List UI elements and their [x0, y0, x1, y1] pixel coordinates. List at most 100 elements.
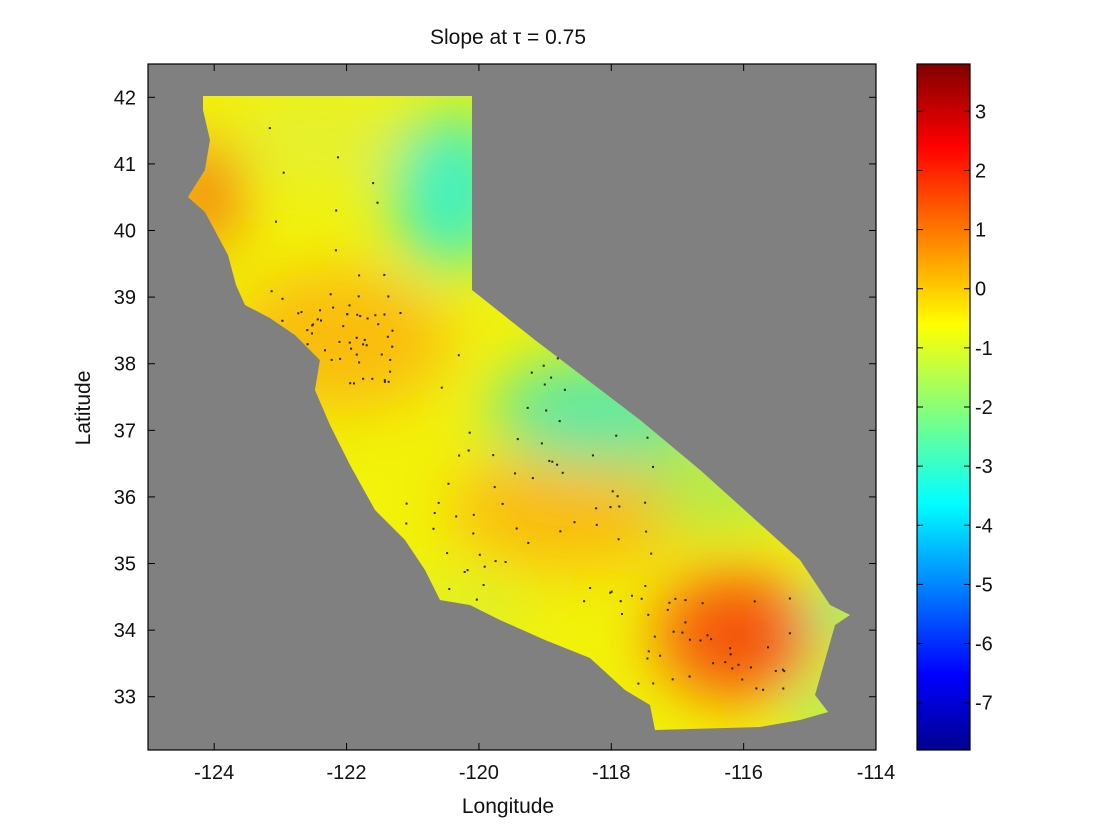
colorbar-tick-label: -3	[975, 456, 993, 478]
station-dot	[376, 201, 379, 204]
station-dot	[492, 454, 495, 457]
station-dot	[631, 594, 633, 597]
station-dot	[701, 602, 704, 605]
station-dot	[362, 377, 365, 380]
station-dot	[311, 332, 313, 335]
y-tick-label: 38	[114, 354, 136, 376]
station-dot	[457, 354, 460, 357]
station-dot	[609, 591, 612, 594]
station-dot	[652, 465, 654, 468]
station-dot	[774, 670, 777, 672]
station-dot	[483, 565, 486, 568]
station-dot	[767, 646, 769, 649]
station-dot	[783, 670, 786, 673]
station-dot	[342, 325, 345, 328]
station-dot	[666, 608, 669, 611]
station-dot	[387, 295, 390, 298]
station-dot	[615, 434, 618, 437]
station-dot	[448, 588, 451, 590]
station-dot	[356, 313, 359, 316]
x-tick-label: -124	[194, 762, 234, 784]
station-dot	[788, 632, 791, 635]
station-dot	[306, 329, 309, 332]
x-tick-label: -120	[459, 762, 499, 784]
station-dot	[346, 313, 349, 316]
station-dot	[782, 687, 785, 690]
station-dot	[644, 501, 647, 504]
station-dot	[281, 319, 284, 322]
colorbar-tick-label: -4	[975, 515, 993, 537]
station-dot	[268, 127, 271, 130]
station-dot	[681, 631, 684, 634]
colorbar-ticks: 3 2 1 0 -1 -2 -3 -4 -5 -6 -7	[917, 101, 993, 715]
station-dot	[609, 506, 612, 509]
station-dot	[363, 338, 366, 341]
station-dot	[729, 653, 732, 656]
colorbar-tick-label: -7	[975, 693, 993, 715]
station-dot	[514, 472, 516, 475]
station-dot	[355, 336, 358, 339]
station-dot	[551, 460, 554, 463]
colorbar-tick-label: 0	[975, 279, 986, 301]
station-dot	[617, 538, 620, 541]
station-dot	[405, 502, 408, 505]
station-dot	[466, 569, 469, 572]
station-dot	[349, 382, 352, 385]
station-dot	[324, 349, 326, 352]
station-dot	[646, 436, 649, 439]
station-dot	[391, 329, 394, 332]
station-dot	[334, 249, 337, 252]
station-dot	[358, 274, 361, 277]
station-dot	[353, 382, 355, 385]
station-dot	[455, 515, 458, 518]
y-tick-label: 34	[114, 620, 136, 642]
station-dot	[389, 370, 392, 373]
y-tick-label: 42	[114, 87, 136, 109]
station-dot	[348, 304, 351, 307]
station-dot	[550, 376, 553, 379]
colorbar-tick-label: -5	[975, 574, 993, 596]
station-dot	[494, 560, 497, 563]
station-dot	[531, 477, 534, 480]
station-dot	[467, 449, 470, 452]
station-dot	[447, 482, 450, 485]
station-dot	[548, 459, 551, 462]
station-dot	[684, 621, 687, 624]
station-dot	[358, 361, 361, 364]
station-dot	[366, 317, 369, 320]
station-dot	[365, 344, 368, 347]
station-dot	[737, 663, 740, 666]
station-dot	[563, 388, 566, 391]
station-dot	[619, 600, 622, 603]
station-dot	[433, 512, 436, 514]
x-tick-label: -118	[592, 762, 631, 784]
station-dot	[472, 513, 475, 516]
station-dot	[616, 495, 619, 498]
station-dot	[731, 667, 734, 670]
station-dot	[338, 340, 341, 343]
y-tick-label: 41	[114, 154, 136, 176]
station-dot	[383, 313, 386, 316]
station-dot	[556, 357, 559, 360]
station-dot	[712, 662, 715, 665]
station-dot	[458, 454, 461, 457]
station-dot	[647, 613, 650, 616]
station-dot	[515, 527, 518, 530]
y-tick-label: 36	[114, 487, 136, 509]
station-dot	[559, 530, 562, 533]
y-tick-label: 40	[114, 221, 136, 243]
station-dot	[561, 471, 564, 474]
station-dot	[558, 420, 561, 423]
station-dot	[646, 657, 649, 660]
map-axes: -124 -122 -120 -118 -116 -114 42 41 40 39 38 37 36 3…	[114, 63, 895, 784]
station-dot	[357, 295, 360, 298]
y-tick-label: 37	[114, 420, 136, 442]
station-dot	[540, 442, 543, 445]
station-dot	[337, 156, 339, 159]
station-dot	[556, 463, 559, 466]
station-dot	[684, 599, 687, 602]
station-dot	[387, 380, 390, 383]
plot-title: Slope at τ = 0.75	[430, 26, 586, 49]
station-dot	[437, 501, 440, 504]
station-dot	[671, 678, 674, 681]
